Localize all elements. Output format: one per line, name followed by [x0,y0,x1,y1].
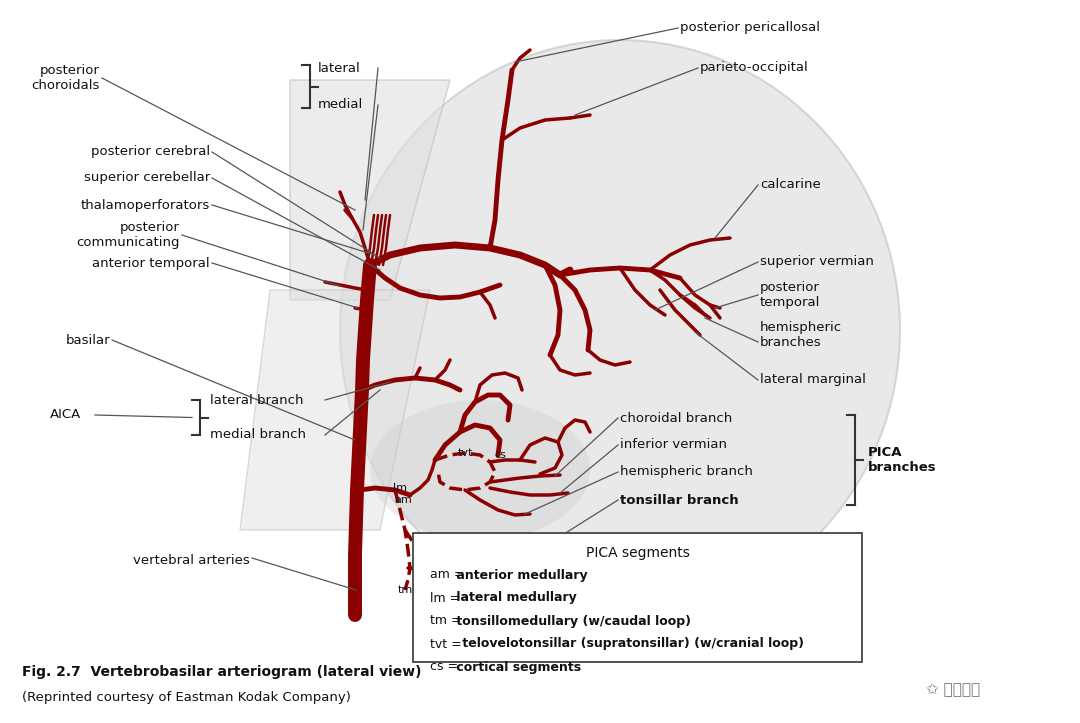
Text: posterior cerebral: posterior cerebral [91,145,210,158]
Text: choroidal branch: choroidal branch [620,411,732,424]
Polygon shape [240,290,430,530]
Text: hemispheric
branches: hemispheric branches [760,321,842,349]
Polygon shape [291,80,450,300]
Text: anterior medullary: anterior medullary [453,568,588,581]
Text: medial: medial [318,98,363,111]
FancyBboxPatch shape [413,533,862,662]
Text: lm =: lm = [430,591,460,604]
Text: lateral branch: lateral branch [210,393,303,406]
Ellipse shape [370,400,590,540]
Text: cs =: cs = [430,661,458,674]
Text: telovelotonsillar (supratonsillar) (w/cranial loop): telovelotonsillar (supratonsillar) (w/cr… [458,638,804,651]
Text: PICA segments: PICA segments [585,546,689,560]
Text: anterior temporal: anterior temporal [93,257,210,270]
Text: calcarine: calcarine [760,179,821,192]
Text: lateral medullary: lateral medullary [453,591,577,604]
Text: tvt: tvt [457,448,473,458]
Text: tonsillar branch: tonsillar branch [620,494,739,507]
Text: tm: tm [397,585,413,595]
Text: PICA
branches: PICA branches [868,446,936,474]
Text: am =: am = [430,568,464,581]
Text: tonsillomedullary (w/caudal loop): tonsillomedullary (w/caudal loop) [453,615,691,628]
Text: posterior
temporal: posterior temporal [760,281,821,309]
Text: tm =: tm = [430,615,461,628]
Text: ✩ 昌仁小吴: ✩ 昌仁小吴 [926,683,980,698]
Text: inferior vermian: inferior vermian [620,439,727,451]
Text: cs: cs [494,450,505,460]
Text: basilar: basilar [66,333,110,346]
Text: vertebral arteries: vertebral arteries [133,554,249,567]
Text: lateral: lateral [318,61,361,74]
Ellipse shape [340,40,900,620]
Text: posterior
choroidals: posterior choroidals [31,64,100,92]
Text: superior cerebellar: superior cerebellar [84,171,210,184]
Text: superior vermian: superior vermian [760,255,874,268]
Text: lateral marginal: lateral marginal [760,374,866,387]
Text: am: am [394,495,411,505]
Text: cortical segments: cortical segments [453,661,581,674]
Text: thalamoperforators: thalamoperforators [81,199,210,212]
Text: lm: lm [393,483,407,493]
Text: hemispheric branch: hemispheric branch [620,466,753,479]
Text: parieto-occipital: parieto-occipital [700,61,809,74]
Text: AICA: AICA [50,408,81,422]
Text: posterior
communicating: posterior communicating [77,221,180,249]
Text: medial branch: medial branch [210,429,306,442]
Text: posterior pericallosal: posterior pericallosal [680,22,820,35]
Text: tvt =: tvt = [430,638,462,651]
Text: Fig. 2.7  Vertebrobasilar arteriogram (lateral view): Fig. 2.7 Vertebrobasilar arteriogram (la… [22,665,421,679]
Text: (Reprinted courtesy of Eastman Kodak Company): (Reprinted courtesy of Eastman Kodak Com… [22,691,351,704]
